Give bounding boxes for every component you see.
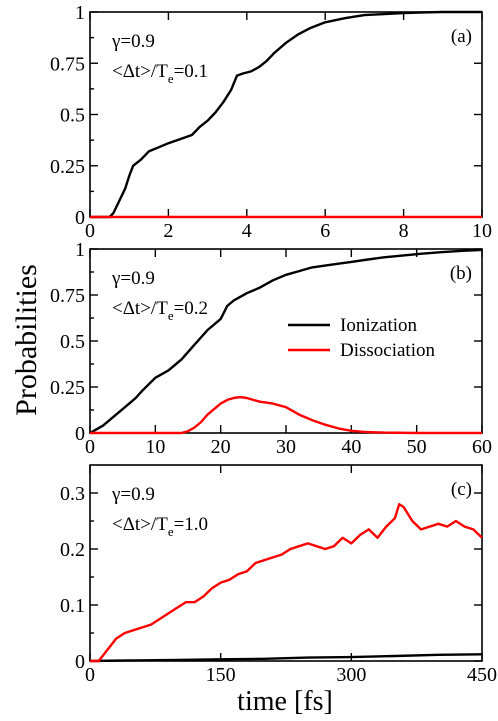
ratio-annotation: <Δt>/Te=1.0 <box>112 514 208 539</box>
x-tick-label: 8 <box>399 220 409 242</box>
legend-label-dissociation: Dissociation <box>340 340 435 361</box>
y-tick-label: 0 <box>75 423 85 445</box>
x-tick-label: 20 <box>211 436 231 458</box>
y-tick-label: 0.75 <box>50 53 85 75</box>
series-dissociation-line <box>90 503 483 663</box>
panel-label: (a) <box>451 26 472 47</box>
y-tick-label: 0.75 <box>50 285 85 307</box>
series-ionization-line <box>89 653 483 663</box>
x-tick-label: 300 <box>336 664 366 686</box>
series-ionization-line <box>89 248 483 435</box>
x-tick-label: 30 <box>276 436 296 458</box>
series-ionization-line <box>90 10 482 219</box>
y-tick-label: 1 <box>75 2 85 24</box>
y-tick-label: 0.25 <box>50 156 85 178</box>
plot-frame <box>89 464 483 662</box>
ratio-main: <Δt>/T <box>112 61 168 82</box>
y-tick-label: 0.2 <box>60 539 85 561</box>
x-tick-label: 150 <box>206 664 236 686</box>
y-axis-label: Probabilities <box>10 264 43 416</box>
panel-label: (b) <box>450 263 472 284</box>
panel-label: (c) <box>451 479 472 500</box>
ratio-value: =0.2 <box>174 298 208 319</box>
x-axis-label: time [fs] <box>237 686 333 717</box>
y-tick-label: 1 <box>75 239 85 261</box>
x-tick-label: 10 <box>472 220 492 242</box>
x-tick-label: 60 <box>472 436 492 458</box>
gamma-annotation: γ=0.9 <box>111 484 155 505</box>
y-tick-label: 0.5 <box>60 105 85 127</box>
x-tick-label: 0 <box>85 436 95 458</box>
y-tick-label: 0 <box>75 651 85 673</box>
gamma-annotation: γ=0.9 <box>111 268 155 289</box>
x-tick-label: 0 <box>85 220 95 242</box>
x-tick-label: 40 <box>341 436 361 458</box>
ratio-subscript: e <box>168 524 174 539</box>
panel-c: 0 150 300 450 0 0.1 0.2 0.3 γ=0.9 <Δt>/Te=1.0 (c) <box>60 464 497 686</box>
series-dissociation-line <box>90 395 482 435</box>
ratio-main: <Δt>/T <box>112 514 168 535</box>
x-tick-label: 2 <box>163 220 173 242</box>
y-tick-label: 0.25 <box>50 377 85 399</box>
y-tick-label: 0 <box>75 207 85 229</box>
panel-a: 0 2 4 6 8 10 0 0.25 0.5 0.75 1 γ=0.9 <Δt>/Te=0.1 (a) <box>50 2 492 242</box>
y-tick-label: 0.5 <box>60 331 85 353</box>
y-tick-label: 0.3 <box>60 483 85 505</box>
ratio-main: <Δt>/T <box>112 298 168 319</box>
ratio-annotation: <Δt>/Te=0.2 <box>112 298 208 323</box>
legend: Ionization Dissociation <box>288 315 435 361</box>
x-tick-label: 10 <box>145 436 165 458</box>
panel-b: 0 10 20 30 40 50 60 0 0.25 0.5 0.75 1 γ=0.9 <Δt>/Te=0… <box>50 239 492 458</box>
legend-label-ionization: Ionization <box>340 315 418 336</box>
ratio-subscript: e <box>168 308 174 323</box>
x-tick-label: 6 <box>320 220 330 242</box>
ratio-value: =0.1 <box>174 61 208 82</box>
x-tick-label: 50 <box>407 436 427 458</box>
y-tick-label: 0.1 <box>60 595 85 617</box>
x-tick-label: 450 <box>467 664 497 686</box>
gamma-annotation: γ=0.9 <box>111 31 155 52</box>
x-tick-label: 0 <box>85 664 95 686</box>
ratio-subscript: e <box>168 71 174 86</box>
ratio-value: =1.0 <box>174 514 208 535</box>
x-tick-label: 4 <box>242 220 252 242</box>
ratio-annotation: <Δt>/Te=0.1 <box>112 61 208 86</box>
